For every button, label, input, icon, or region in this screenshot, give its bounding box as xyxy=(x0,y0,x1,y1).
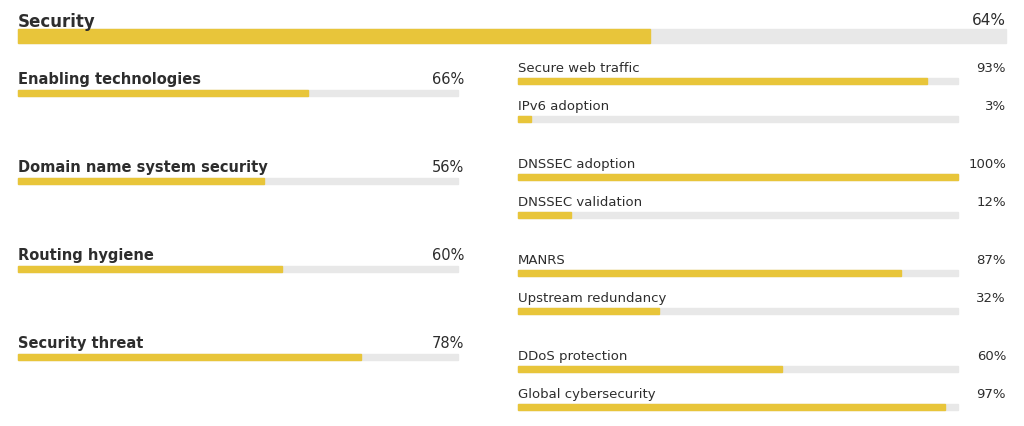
Text: 87%: 87% xyxy=(977,253,1006,266)
Bar xyxy=(518,213,570,219)
Bar xyxy=(518,271,958,276)
Text: 93%: 93% xyxy=(977,62,1006,75)
Text: 100%: 100% xyxy=(968,158,1006,170)
Bar xyxy=(18,354,361,360)
Text: Security threat: Security threat xyxy=(18,335,143,350)
Bar xyxy=(518,366,958,372)
Text: 64%: 64% xyxy=(972,13,1006,28)
Text: Enabling technologies: Enabling technologies xyxy=(18,72,201,87)
Text: 12%: 12% xyxy=(976,196,1006,208)
Bar xyxy=(518,271,901,276)
Text: 71%: 71% xyxy=(976,425,1006,426)
Bar xyxy=(518,117,531,123)
Bar xyxy=(518,117,958,123)
Text: 60%: 60% xyxy=(977,349,1006,362)
Bar xyxy=(518,175,958,181)
Bar xyxy=(518,308,658,314)
Bar xyxy=(18,266,458,272)
Bar xyxy=(18,178,264,184)
Bar xyxy=(518,404,945,410)
Text: 32%: 32% xyxy=(976,291,1006,304)
Bar xyxy=(518,79,927,85)
Bar xyxy=(518,366,782,372)
Text: Global cybersecurity: Global cybersecurity xyxy=(518,387,655,400)
Text: Routing hygiene: Routing hygiene xyxy=(18,248,154,262)
Text: Upstream redundancy: Upstream redundancy xyxy=(518,291,667,304)
Text: 3%: 3% xyxy=(985,100,1006,113)
Text: Security: Security xyxy=(18,13,96,31)
Text: 78%: 78% xyxy=(432,335,464,350)
Text: 97%: 97% xyxy=(977,387,1006,400)
Bar xyxy=(518,213,958,219)
Text: 56%: 56% xyxy=(432,160,464,175)
Text: 66%: 66% xyxy=(432,72,464,87)
Bar xyxy=(18,266,282,272)
Bar xyxy=(518,308,958,314)
Bar xyxy=(18,178,458,184)
Text: 60%: 60% xyxy=(432,248,464,262)
Text: Secure web traffic: Secure web traffic xyxy=(518,62,640,75)
Bar xyxy=(518,175,958,181)
Bar xyxy=(18,30,650,44)
Text: IPv6 adoption: IPv6 adoption xyxy=(518,100,609,113)
Text: Domain name system security: Domain name system security xyxy=(18,160,267,175)
Bar xyxy=(18,91,458,97)
Text: MANRS: MANRS xyxy=(518,253,565,266)
Bar xyxy=(18,91,308,97)
Bar xyxy=(518,79,958,85)
Bar xyxy=(18,354,458,360)
Bar xyxy=(18,30,1006,44)
Text: DNSSEC validation: DNSSEC validation xyxy=(518,196,642,208)
Text: Secure Internet servers: Secure Internet servers xyxy=(518,425,675,426)
Text: DNSSEC adoption: DNSSEC adoption xyxy=(518,158,635,170)
Text: DDoS protection: DDoS protection xyxy=(518,349,628,362)
Bar xyxy=(518,404,958,410)
